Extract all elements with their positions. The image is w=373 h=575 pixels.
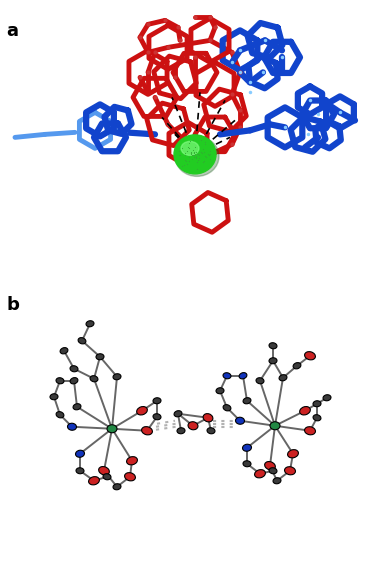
Ellipse shape <box>113 484 121 490</box>
Ellipse shape <box>174 135 216 174</box>
Ellipse shape <box>207 428 215 434</box>
Ellipse shape <box>269 467 277 474</box>
Ellipse shape <box>70 378 78 384</box>
Ellipse shape <box>304 427 316 435</box>
Ellipse shape <box>73 404 81 410</box>
Ellipse shape <box>285 467 295 475</box>
Ellipse shape <box>243 398 251 404</box>
Ellipse shape <box>181 141 199 155</box>
Text: b: b <box>6 296 19 314</box>
Ellipse shape <box>279 375 287 381</box>
Ellipse shape <box>137 407 147 415</box>
Ellipse shape <box>96 354 104 360</box>
Ellipse shape <box>313 415 321 421</box>
Ellipse shape <box>269 358 277 364</box>
Ellipse shape <box>113 374 121 380</box>
Ellipse shape <box>313 401 321 407</box>
Ellipse shape <box>70 366 78 372</box>
Ellipse shape <box>175 136 219 177</box>
Ellipse shape <box>323 394 331 401</box>
Ellipse shape <box>90 375 98 382</box>
Ellipse shape <box>300 407 310 415</box>
Ellipse shape <box>243 461 251 467</box>
Ellipse shape <box>216 388 224 394</box>
Ellipse shape <box>88 477 100 485</box>
Ellipse shape <box>293 363 301 369</box>
Ellipse shape <box>305 352 316 360</box>
Ellipse shape <box>203 413 213 422</box>
Ellipse shape <box>223 405 231 411</box>
Ellipse shape <box>86 321 94 327</box>
Ellipse shape <box>98 466 109 475</box>
Ellipse shape <box>288 450 298 458</box>
Ellipse shape <box>50 394 58 400</box>
Ellipse shape <box>174 411 182 417</box>
Ellipse shape <box>188 421 198 430</box>
Ellipse shape <box>235 417 244 424</box>
Ellipse shape <box>270 421 280 430</box>
Ellipse shape <box>239 373 247 379</box>
Ellipse shape <box>103 474 111 480</box>
Ellipse shape <box>78 338 86 344</box>
Ellipse shape <box>255 470 266 478</box>
Ellipse shape <box>269 343 277 349</box>
Ellipse shape <box>153 398 161 404</box>
Ellipse shape <box>223 373 231 379</box>
Ellipse shape <box>273 478 281 484</box>
Ellipse shape <box>153 414 161 420</box>
Ellipse shape <box>265 462 275 470</box>
Ellipse shape <box>256 378 264 384</box>
Ellipse shape <box>107 425 117 433</box>
Ellipse shape <box>56 378 64 384</box>
Ellipse shape <box>56 412 64 418</box>
Ellipse shape <box>75 450 84 457</box>
Ellipse shape <box>126 457 137 465</box>
Ellipse shape <box>177 428 185 434</box>
Ellipse shape <box>60 348 68 354</box>
Text: a: a <box>6 22 18 40</box>
Ellipse shape <box>68 423 76 430</box>
Ellipse shape <box>242 444 251 451</box>
Ellipse shape <box>142 427 153 435</box>
Ellipse shape <box>76 467 84 474</box>
Ellipse shape <box>125 473 135 481</box>
